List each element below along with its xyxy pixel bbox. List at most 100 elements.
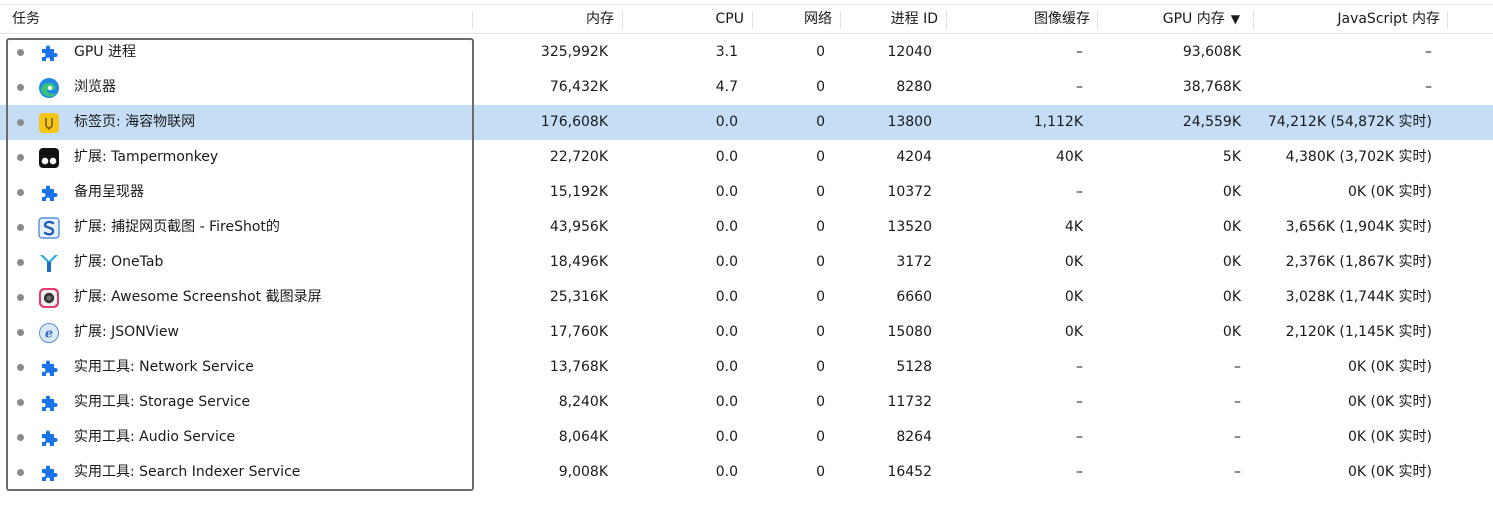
column-header-gpu-memory[interactable]: GPU 内存 ▼ <box>1099 5 1240 33</box>
task-name: 标签页: 海容物联网 <box>74 114 196 130</box>
column-header-task[interactable]: 任务 <box>12 11 40 27</box>
image-cache-cell: 0K <box>1064 289 1083 305</box>
gpu-memory-cell: – <box>1234 359 1241 375</box>
memory-cell: 176,608K <box>540 114 608 130</box>
cpu-cell: 0.0 <box>715 219 738 235</box>
memory-cell: 22,720K <box>549 149 608 165</box>
puzzle-icon <box>38 462 60 484</box>
task-name: 实用工具: Search Indexer Service <box>74 464 301 480</box>
table-row[interactable]: 实用工具: Search Indexer Service 9,008K 0.0 0 16… <box>0 455 1493 490</box>
pid-cell: 11732 <box>887 394 932 410</box>
table-row[interactable]: 实用工具: Network Service 13,768K 0.0 0 5128 – – 0K… <box>0 350 1493 385</box>
column-divider[interactable] <box>1097 11 1098 29</box>
column-divider[interactable] <box>1447 11 1448 29</box>
cpu-cell: 0.0 <box>715 359 738 375</box>
cpu-cell: 0.0 <box>715 114 738 130</box>
table-row[interactable]: e 扩展: JSONView 17,760K 0.0 0 15080 0K 0K 2,120K … <box>0 315 1493 350</box>
puzzle-icon <box>38 392 60 414</box>
pid-cell: 15080 <box>887 324 932 340</box>
table-row[interactable]: 实用工具: Storage Service 8,240K 0.0 0 11732 – – 0K… <box>0 385 1493 420</box>
cpu-cell: 0.0 <box>715 464 738 480</box>
js-memory-cell: 0K (0K 实时) <box>1348 394 1432 410</box>
column-header-image-cache[interactable]: 图像缓存 <box>1034 11 1090 27</box>
column-divider[interactable] <box>752 11 753 29</box>
table-row[interactable]: 实用工具: Audio Service 8,064K 0.0 0 8264 – – 0K (0… <box>0 420 1493 455</box>
gpu-memory-cell: 0K <box>1222 184 1241 200</box>
task-name: 扩展: Awesome Screenshot 截图录屏 <box>74 289 322 305</box>
column-divider[interactable] <box>472 11 473 29</box>
table-row[interactable]: 扩展: 捕捉网页截图 - FireShot的 43,956K 0.0 0 13520 4K… <box>0 210 1493 245</box>
row-bullet <box>17 364 24 371</box>
gpu-memory-cell: 24,559K <box>1182 114 1241 130</box>
network-cell: 0 <box>816 324 825 340</box>
js-memory-cell: 3,656K (1,904K 实时) <box>1285 219 1432 235</box>
pid-cell: 3172 <box>896 254 932 270</box>
jsonview-icon: e <box>38 322 60 344</box>
js-memory-cell: 3,028K (1,744K 实时) <box>1285 289 1432 305</box>
js-memory-cell: 0K (0K 实时) <box>1348 429 1432 445</box>
table-row[interactable]: 扩展: OneTab 18,496K 0.0 0 3172 0K 0K 2,376K (1,8… <box>0 245 1493 280</box>
task-name: 扩展: Tampermonkey <box>74 149 219 165</box>
pid-cell: 12040 <box>887 44 932 60</box>
network-cell: 0 <box>816 184 825 200</box>
table-row[interactable]: 标签页: 海容物联网 176,608K 0.0 0 13800 1,112K 24,559K… <box>0 105 1493 140</box>
memory-cell: 43,956K <box>549 219 608 235</box>
gpu-memory-cell: 93,608K <box>1182 44 1241 60</box>
column-divider[interactable] <box>946 11 947 29</box>
js-memory-cell: 0K (0K 实时) <box>1348 184 1432 200</box>
row-bullet <box>17 399 24 406</box>
edge-browser-icon <box>38 77 60 99</box>
row-bullet <box>17 49 24 56</box>
column-divider[interactable] <box>1253 11 1254 29</box>
column-header-network[interactable]: 网络 <box>804 11 832 27</box>
network-cell: 0 <box>816 359 825 375</box>
table-row[interactable]: 扩展: Tampermonkey 22,720K 0.0 0 4204 40K 5K 4,38… <box>0 140 1493 175</box>
sort-descending-icon: ▼ <box>1230 12 1240 26</box>
puzzle-icon <box>38 357 60 379</box>
js-memory-cell: 0K (0K 实时) <box>1348 359 1432 375</box>
image-cache-cell: – <box>1076 44 1083 60</box>
column-header-pid[interactable]: 进程 ID <box>890 11 938 27</box>
column-header-gpu-memory-label: GPU 内存 <box>1162 11 1225 27</box>
memory-cell: 9,008K <box>558 464 608 480</box>
column-divider[interactable] <box>840 11 841 29</box>
pid-cell: 8280 <box>896 79 932 95</box>
network-cell: 0 <box>816 219 825 235</box>
puzzle-icon <box>38 42 60 64</box>
js-memory-cell: 0K (0K 实时) <box>1348 464 1432 480</box>
memory-cell: 17,760K <box>549 324 608 340</box>
memory-cell: 18,496K <box>549 254 608 270</box>
memory-cell: 8,240K <box>558 394 608 410</box>
memory-cell: 15,192K <box>549 184 608 200</box>
cpu-cell: 0.0 <box>715 324 738 340</box>
column-divider[interactable] <box>622 11 623 29</box>
network-cell: 0 <box>816 254 825 270</box>
image-cache-cell: – <box>1076 359 1083 375</box>
gpu-memory-cell: 0K <box>1222 324 1241 340</box>
image-cache-cell: 40K <box>1056 149 1083 165</box>
onetab-icon <box>38 252 60 274</box>
memory-cell: 76,432K <box>549 79 608 95</box>
task-name: 备用呈现器 <box>74 184 144 200</box>
memory-cell: 13,768K <box>549 359 608 375</box>
table-row[interactable]: GPU 进程 325,992K 3.1 0 12040 – 93,608K – <box>0 35 1493 70</box>
image-cache-cell: – <box>1076 79 1083 95</box>
table-row[interactable]: 扩展: Awesome Screenshot 截图录屏 25,316K 0.0 0 66… <box>0 280 1493 315</box>
tampermonkey-icon <box>38 147 60 169</box>
table-row[interactable]: 浏览器 76,432K 4.7 0 8280 – 38,768K – <box>0 70 1493 105</box>
pid-cell: 13520 <box>887 219 932 235</box>
pid-cell: 6660 <box>896 289 932 305</box>
gpu-memory-cell: – <box>1234 394 1241 410</box>
pid-cell: 8264 <box>896 429 932 445</box>
row-bullet <box>17 224 24 231</box>
column-header-memory[interactable]: 内存 <box>586 11 614 27</box>
network-cell: 0 <box>816 394 825 410</box>
js-memory-cell: 4,380K (3,702K 实时) <box>1285 149 1432 165</box>
gpu-memory-cell: 0K <box>1222 254 1241 270</box>
image-cache-cell: 1,112K <box>1033 114 1083 130</box>
table-row[interactable]: 备用呈现器 15,192K 0.0 0 10372 – 0K 0K (0K 实时) <box>0 175 1493 210</box>
js-memory-cell: 2,376K (1,867K 实时) <box>1285 254 1432 270</box>
column-header-cpu[interactable]: CPU <box>715 11 744 27</box>
column-header-js-memory[interactable]: JavaScript 内存 <box>1337 11 1440 27</box>
network-cell: 0 <box>816 79 825 95</box>
